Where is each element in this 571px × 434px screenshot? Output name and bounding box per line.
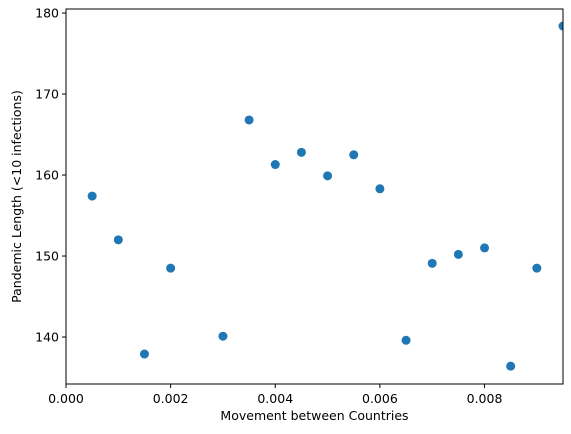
scatter-point <box>244 115 254 125</box>
x-tick-label: 0.004 <box>257 391 293 406</box>
x-tick-label: 0.002 <box>153 391 189 406</box>
scatter-point <box>296 147 306 157</box>
x-axis-label: Movement between Countries <box>220 408 408 423</box>
x-tick-label: 0.008 <box>467 391 503 406</box>
scatter-point <box>480 243 490 253</box>
scatter-point <box>166 263 176 273</box>
scatter-point <box>270 160 280 170</box>
y-axis-ticks: 140 150 160 170 180 <box>35 6 66 345</box>
y-tick-label: 150 <box>35 249 59 264</box>
y-tick-label: 160 <box>35 168 59 183</box>
scatter-point <box>453 249 463 259</box>
scatter-point <box>349 150 359 160</box>
scatter-point <box>113 235 123 245</box>
scatter-point <box>87 191 97 201</box>
y-tick-label: 180 <box>35 6 59 21</box>
scatter-point <box>218 331 228 341</box>
scatter-point <box>532 263 542 273</box>
scatter-point <box>506 361 516 371</box>
scatter-point <box>401 335 411 345</box>
x-tick-label: 0.000 <box>48 391 84 406</box>
scatter-point <box>375 184 385 194</box>
scatter-point <box>427 258 437 268</box>
x-axis-ticks: 0.000 0.002 0.004 0.006 0.008 <box>48 384 502 406</box>
y-tick-label: 140 <box>35 330 59 345</box>
scatter-point <box>558 21 563 31</box>
scatter-point <box>323 171 333 181</box>
y-axis-label: Pandemic Length (<10 infections) <box>9 90 24 303</box>
y-tick-label: 170 <box>35 87 59 102</box>
scatter-point <box>139 349 149 359</box>
x-tick-label: 0.006 <box>362 391 398 406</box>
data-points <box>87 21 563 371</box>
axes-frame <box>65 8 564 385</box>
